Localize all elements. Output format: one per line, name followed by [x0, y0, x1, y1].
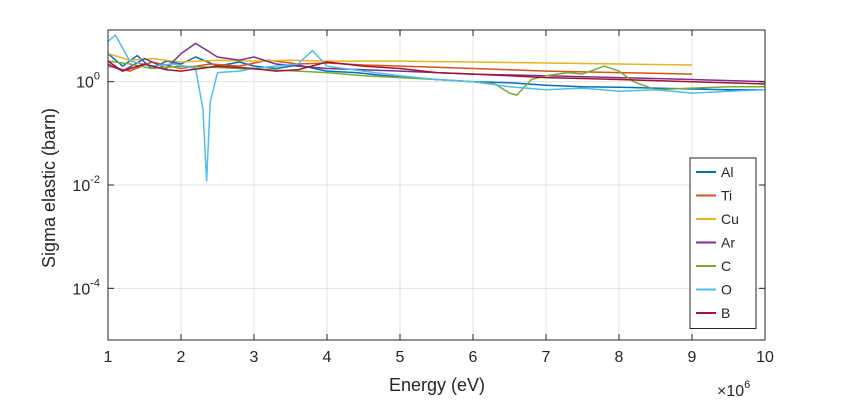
x-tick-label: 3 [250, 349, 259, 366]
y-tick-label: 100 [76, 71, 100, 92]
y-axis: 10-4 10-2 100 [72, 71, 765, 298]
y-axis-title: Sigma elastic (barn) [39, 108, 59, 268]
x-axis: 1 2 3 4 5 6 7 8 9 10 [104, 30, 774, 366]
legend: Al Ti Cu Ar COB [689, 157, 757, 329]
y-tick-label: 10-4 [72, 277, 100, 298]
series-line-o [107, 34, 766, 182]
series-line-b [107, 60, 766, 85]
x-multiplier-exponent: 6 [744, 379, 750, 391]
x-tick-label: 4 [323, 349, 332, 366]
x-tick-label: 5 [396, 349, 405, 366]
legend-label-cu: Cu [721, 211, 739, 227]
legend-label-b: B [721, 305, 730, 321]
x-tick-label: 7 [542, 349, 551, 366]
series-line-cu [107, 52, 693, 66]
x-tick-label: 2 [177, 349, 186, 366]
y-tick-label: 10-2 [72, 174, 100, 195]
x-exponent-multiplier: ×106 [717, 379, 750, 400]
series-line-al [107, 53, 765, 91]
legend-label-al: Al [721, 164, 733, 180]
legend-label-c: C [721, 258, 731, 274]
x-tick-label: 8 [615, 349, 624, 366]
x-tick-label: 6 [469, 349, 478, 366]
x-axis-title: Energy (eV) [389, 375, 485, 395]
legend-label-ti: Ti [721, 188, 732, 204]
x-multiplier-base: ×10 [717, 383, 744, 400]
x-tick-label: 10 [756, 349, 774, 366]
plot-area [107, 34, 766, 182]
legend-label-o: O [721, 282, 732, 298]
x-tick-label: 1 [104, 349, 113, 366]
x-tick-label: 9 [688, 349, 697, 366]
legend-label-ar: Ar [721, 235, 735, 251]
